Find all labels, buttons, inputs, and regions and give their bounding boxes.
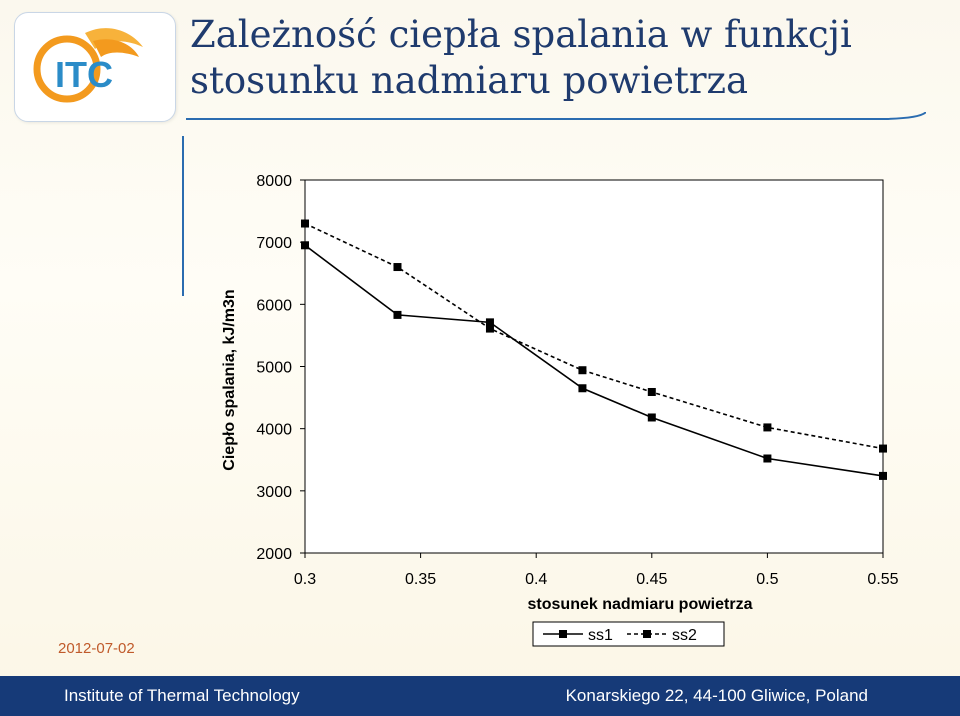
x-tick-label: 0.45 bbox=[636, 571, 667, 588]
x-tick-label: 0.4 bbox=[525, 571, 547, 588]
title-underline bbox=[186, 112, 926, 120]
data-point-ss2 bbox=[647, 387, 656, 396]
data-point-ss2 bbox=[485, 324, 494, 333]
logo-flame-inner bbox=[93, 39, 139, 57]
page-title: Zależność ciepła spalania w funkcji stos… bbox=[190, 12, 930, 104]
data-point-ss1 bbox=[763, 454, 772, 463]
legend-marker-ss1 bbox=[559, 630, 567, 638]
data-point-ss1 bbox=[301, 241, 309, 250]
legend-label-ss2: ss2 bbox=[672, 627, 697, 644]
title-line-1: Zależność ciepła spalania w funkcji bbox=[190, 13, 852, 56]
legend-marker-ss2 bbox=[643, 630, 651, 638]
plot-frame bbox=[304, 179, 884, 554]
plot-area: 2000 3000 4000 5000 6000 7000 8000 0.3 0.35 0.4 0.… bbox=[256, 173, 898, 588]
chart-legend: ss1 ss2 bbox=[532, 621, 725, 647]
logo-ring bbox=[33, 35, 101, 103]
data-point-ss2 bbox=[578, 366, 587, 375]
data-point-ss1 bbox=[393, 310, 402, 319]
y-tick-label: 6000 bbox=[256, 297, 292, 314]
footer-institute: Institute of Thermal Technology bbox=[64, 686, 300, 705]
itc-logo: ITC bbox=[14, 12, 176, 122]
data-point-ss1 bbox=[485, 318, 494, 327]
data-point-ss2 bbox=[879, 444, 887, 453]
y-tick-label: 2000 bbox=[256, 546, 292, 563]
y-tick-label: 3000 bbox=[256, 484, 292, 501]
legend-label-ss1: ss1 bbox=[588, 627, 613, 644]
data-point-ss2 bbox=[763, 423, 772, 432]
y-tick-label: 4000 bbox=[256, 422, 292, 439]
data-point-ss2 bbox=[301, 219, 309, 228]
data-point-ss1 bbox=[578, 384, 587, 393]
y-tick-label: 7000 bbox=[256, 235, 292, 252]
data-point-ss1 bbox=[647, 413, 656, 422]
logo-text: ITC bbox=[55, 54, 113, 95]
data-point-ss2 bbox=[393, 263, 402, 272]
y-tick-label: 8000 bbox=[256, 173, 292, 190]
itc-logo-graphic: ITC bbox=[33, 28, 143, 103]
y-tick-label: 5000 bbox=[256, 360, 292, 377]
title-line-2: stosunku nadmiaru powietrza bbox=[190, 59, 749, 102]
side-divider bbox=[182, 136, 184, 296]
y-axis-title: Ciepło spalania, kJ/m3n bbox=[221, 289, 238, 470]
x-tick-label: 0.35 bbox=[405, 571, 436, 588]
x-tick-label: 0.3 bbox=[294, 571, 316, 588]
footer-bar: Institute of Thermal Technology Konarski… bbox=[0, 676, 960, 716]
x-tick-label: 0.55 bbox=[867, 571, 898, 588]
slide-date: 2012-07-02 bbox=[58, 640, 135, 657]
line-chart: 2000 3000 4000 5000 6000 7000 8000 0.3 0.35 0.4 0.… bbox=[221, 173, 899, 647]
data-point-ss1 bbox=[879, 471, 887, 480]
x-tick-label: 0.5 bbox=[756, 571, 778, 588]
x-axis-title: stosunek nadmiaru powietrza bbox=[528, 596, 753, 613]
footer-address: Konarskiego 22, 44-100 Gliwice, Poland bbox=[565, 686, 868, 705]
